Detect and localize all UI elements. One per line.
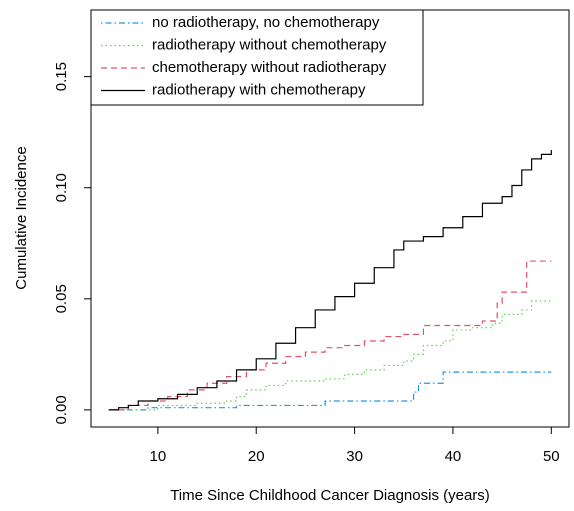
series-line [108,260,552,411]
legend-label: no radiotherapy, no chemotherapy [152,14,380,31]
series-line [108,149,552,411]
y-axis-label: Cumulative Incidence [13,146,30,289]
legend-label: radiotherapy with chemotherapy [152,81,366,98]
y-tick-label: 0.15 [53,62,70,91]
series-line [108,371,552,411]
legend-box [90,9,424,106]
series-line [108,300,552,411]
x-axis-label: Time Since Childhood Cancer Diagnosis (y… [170,487,490,504]
y-tick-label: 0.10 [53,173,70,202]
y-tick-label: 0.05 [53,284,70,313]
legend-label: radiotherapy without chemotherapy [152,36,387,53]
y-tick-label: 0.00 [53,395,70,424]
x-tick-label: 50 [543,448,560,465]
x-tick-label: 30 [346,448,363,465]
x-tick-label: 40 [445,448,462,465]
x-tick-label: 20 [248,448,265,465]
legend-label: chemotherapy without radiotherapy [152,59,387,76]
x-tick-label: 10 [150,448,167,465]
